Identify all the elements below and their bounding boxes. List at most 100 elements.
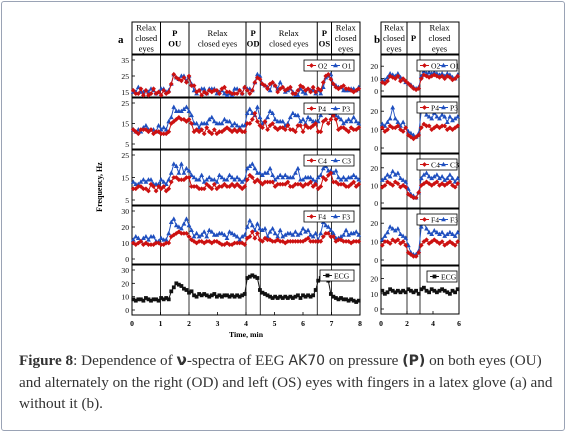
y-tick-label: 30 bbox=[121, 207, 129, 216]
data-point bbox=[346, 232, 351, 237]
data-point bbox=[153, 240, 159, 246]
legend-marker bbox=[441, 161, 446, 167]
data-point bbox=[315, 174, 321, 180]
caption-label: Figure 8 bbox=[19, 352, 74, 369]
data-point bbox=[331, 234, 336, 239]
data-point bbox=[229, 242, 235, 247]
phase-label: eyes bbox=[386, 44, 402, 54]
legend-box bbox=[426, 270, 458, 283]
data-point bbox=[282, 88, 288, 93]
legend-entry-P3: P3 bbox=[342, 105, 350, 114]
data-point bbox=[336, 297, 341, 302]
data-point bbox=[130, 237, 136, 242]
data-point bbox=[336, 114, 341, 120]
data-point bbox=[379, 237, 385, 242]
data-point bbox=[166, 118, 172, 124]
data-point bbox=[224, 125, 230, 130]
data-point bbox=[173, 75, 179, 80]
data-point bbox=[418, 242, 424, 248]
data-point bbox=[173, 222, 179, 228]
data-point bbox=[290, 239, 296, 244]
data-point bbox=[181, 106, 187, 111]
data-point bbox=[380, 288, 385, 293]
data-point bbox=[252, 80, 258, 85]
legend-marker bbox=[333, 105, 338, 111]
data-point bbox=[260, 227, 265, 232]
y-tick-label: 20 bbox=[370, 219, 378, 228]
data-point bbox=[398, 290, 403, 295]
data-point bbox=[439, 229, 445, 235]
data-point bbox=[336, 127, 341, 133]
data-point bbox=[320, 84, 326, 89]
data-point bbox=[232, 91, 237, 96]
legend-marker bbox=[441, 104, 446, 110]
data-point bbox=[379, 79, 385, 85]
legend-box bbox=[319, 269, 355, 282]
data-point bbox=[325, 231, 331, 236]
data-point bbox=[320, 234, 326, 239]
data-point bbox=[252, 274, 257, 279]
data-point bbox=[416, 250, 422, 256]
x-tick-label: 3 bbox=[216, 319, 220, 328]
legend-marker bbox=[333, 213, 338, 219]
data-point bbox=[181, 117, 187, 122]
legend-entry-F4: F4 bbox=[318, 213, 326, 222]
data-point bbox=[244, 88, 250, 93]
data-point bbox=[452, 76, 458, 81]
data-point bbox=[146, 237, 151, 242]
data-point bbox=[156, 181, 161, 187]
legend-box bbox=[303, 102, 355, 115]
data-point bbox=[130, 88, 136, 93]
data-point bbox=[346, 298, 351, 303]
data-point bbox=[305, 227, 311, 232]
data-point bbox=[176, 224, 182, 229]
data-point bbox=[426, 174, 432, 179]
data-point bbox=[434, 179, 440, 185]
data-point bbox=[403, 184, 409, 190]
data-point bbox=[249, 175, 255, 180]
data-point bbox=[179, 226, 184, 231]
data-point bbox=[171, 72, 177, 77]
y-tick-label: 0 bbox=[125, 306, 129, 315]
data-point bbox=[146, 188, 151, 194]
data-point bbox=[442, 76, 448, 81]
data-point bbox=[310, 234, 316, 239]
data-point bbox=[242, 184, 248, 189]
data-point bbox=[141, 298, 146, 303]
data-point bbox=[184, 288, 189, 292]
data-point bbox=[237, 88, 243, 93]
data-point bbox=[267, 87, 273, 93]
y-tick-label: 0 bbox=[374, 305, 378, 314]
legend-box bbox=[416, 158, 458, 171]
data-point bbox=[306, 293, 310, 298]
data-point bbox=[258, 288, 262, 292]
data-point bbox=[161, 125, 167, 130]
data-point bbox=[405, 191, 411, 197]
y-tick-label: 10 bbox=[370, 238, 378, 247]
data-point bbox=[424, 170, 429, 175]
data-point bbox=[455, 73, 461, 79]
data-point bbox=[252, 110, 258, 116]
legend: C4 C3 bbox=[303, 154, 355, 167]
data-point bbox=[341, 83, 346, 88]
data-point bbox=[293, 181, 298, 187]
data-point bbox=[196, 234, 202, 239]
data-point bbox=[237, 127, 243, 133]
data-point bbox=[411, 253, 416, 259]
data-point bbox=[411, 86, 416, 91]
data-point bbox=[392, 172, 398, 177]
data-point bbox=[318, 184, 324, 189]
data-point bbox=[290, 232, 296, 237]
data-point bbox=[176, 177, 182, 183]
data-point bbox=[255, 119, 260, 124]
data-point bbox=[437, 115, 442, 121]
data-point bbox=[186, 73, 192, 79]
phase-label: OS bbox=[319, 38, 331, 48]
data-point bbox=[432, 288, 437, 293]
data-point bbox=[201, 240, 207, 246]
data-point bbox=[429, 287, 434, 292]
data-point bbox=[382, 239, 388, 244]
data-point bbox=[189, 112, 194, 118]
series-points-O2 bbox=[379, 72, 461, 93]
data-point bbox=[408, 83, 414, 89]
